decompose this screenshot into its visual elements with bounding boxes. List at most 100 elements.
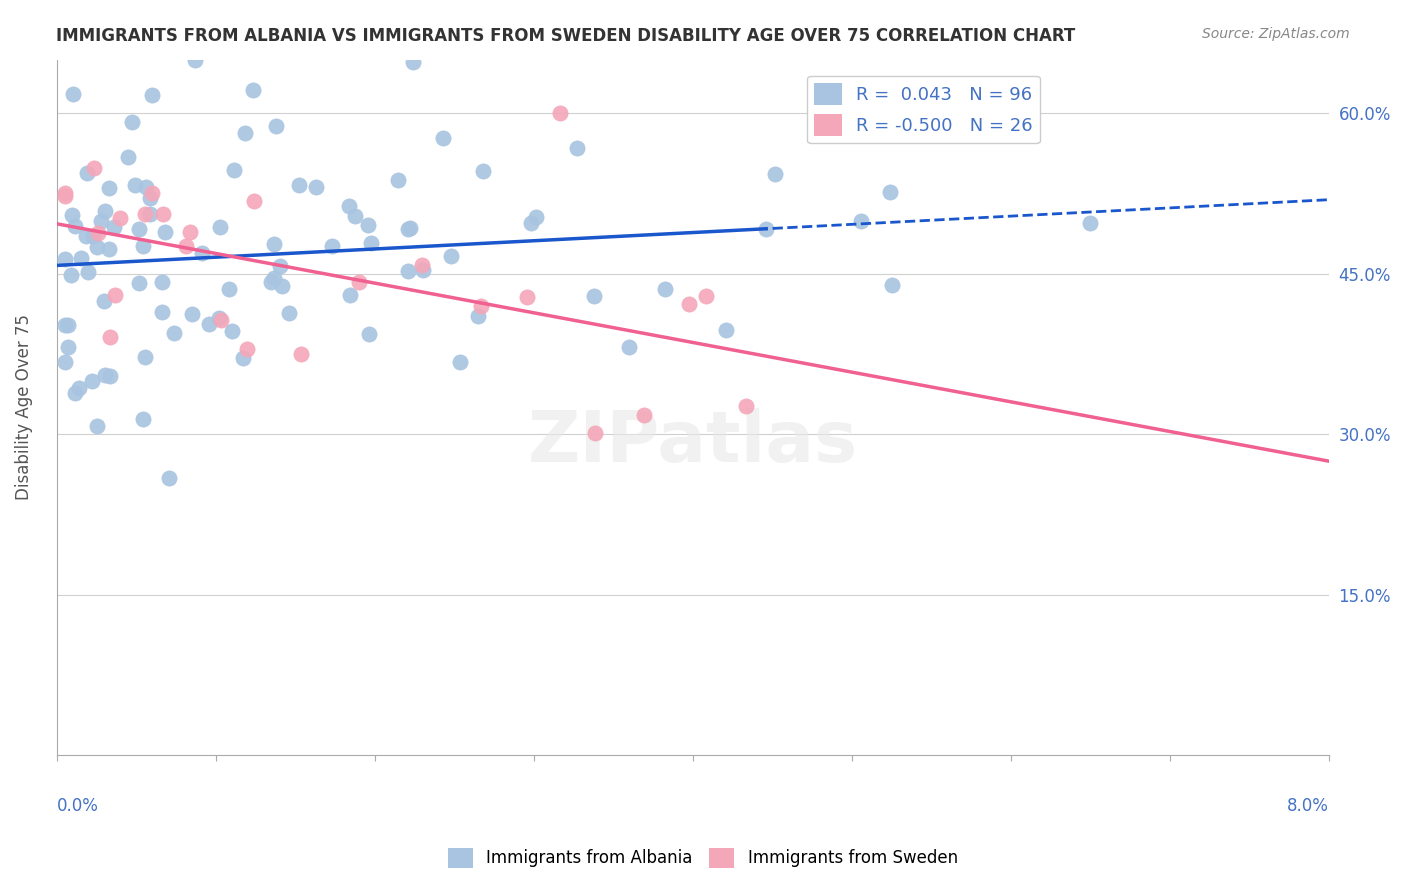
Point — [76, 265, 98, 279]
Point — [53, 189, 76, 203]
Point — [387, 173, 409, 187]
Point — [86, 418, 108, 433]
Point — [67, 381, 90, 395]
Point — [134, 350, 156, 364]
Point — [163, 326, 186, 340]
Point — [222, 163, 245, 178]
Point — [678, 297, 700, 311]
Text: ZIPatlas: ZIPatlas — [527, 408, 858, 476]
Point — [60, 208, 83, 222]
Point — [86, 240, 108, 254]
Point — [75, 228, 97, 243]
Point — [56, 318, 79, 332]
Point — [132, 239, 155, 253]
Point — [82, 374, 104, 388]
Point — [62, 87, 84, 102]
Point — [412, 263, 434, 277]
Point — [83, 161, 105, 176]
Point — [63, 386, 86, 401]
Point — [141, 186, 163, 201]
Point — [218, 282, 240, 296]
Point — [208, 220, 231, 235]
Point — [321, 239, 343, 253]
Point — [70, 251, 93, 265]
Point — [565, 141, 588, 155]
Point — [152, 305, 174, 319]
Point — [763, 167, 786, 181]
Point — [128, 222, 150, 236]
Point — [90, 213, 112, 227]
Point — [98, 369, 121, 384]
Point — [260, 275, 283, 289]
Point — [583, 426, 606, 441]
Point — [470, 299, 492, 313]
Point — [56, 340, 79, 354]
Point — [879, 185, 901, 199]
Point — [108, 211, 131, 226]
Point — [755, 222, 778, 236]
Point — [53, 318, 76, 332]
Point — [94, 368, 117, 383]
Point — [82, 228, 104, 243]
Point — [104, 288, 127, 302]
Point — [157, 471, 180, 485]
Point — [208, 310, 231, 325]
Point — [714, 323, 737, 337]
Point — [94, 204, 117, 219]
Point — [242, 83, 264, 97]
Point — [209, 313, 232, 327]
Point — [53, 355, 76, 369]
Legend: R =  0.043   N = 96, R = -0.500   N = 26: R = 0.043 N = 96, R = -0.500 N = 26 — [807, 76, 1040, 143]
Point — [53, 252, 76, 266]
Point — [411, 258, 433, 272]
Point — [128, 276, 150, 290]
Point — [180, 307, 202, 321]
Point — [548, 106, 571, 120]
Point — [264, 119, 287, 133]
Point — [278, 306, 301, 320]
Point — [882, 278, 904, 293]
Point — [849, 213, 872, 227]
Point — [124, 178, 146, 192]
Point — [53, 186, 76, 201]
Point — [290, 347, 312, 361]
Point — [59, 268, 82, 282]
Point — [582, 288, 605, 302]
Point — [619, 339, 641, 353]
Point — [236, 342, 259, 356]
Point — [63, 219, 86, 233]
Point — [198, 317, 221, 331]
Point — [271, 278, 294, 293]
Point — [357, 327, 380, 342]
Point — [305, 180, 328, 194]
Point — [633, 409, 655, 423]
Point — [735, 399, 758, 413]
Point — [98, 329, 121, 343]
Point — [269, 259, 291, 273]
Point — [398, 220, 420, 235]
Point — [396, 264, 419, 278]
Point — [1080, 216, 1102, 230]
Point — [398, 221, 420, 235]
Point — [471, 163, 494, 178]
Text: Source: ZipAtlas.com: Source: ZipAtlas.com — [1202, 27, 1350, 41]
Point — [337, 199, 360, 213]
Point — [695, 289, 717, 303]
Point — [97, 242, 120, 256]
Point — [440, 249, 463, 263]
Point — [243, 194, 266, 209]
Point — [98, 181, 121, 195]
Y-axis label: Disability Age Over 75: Disability Age Over 75 — [15, 315, 32, 500]
Point — [467, 309, 489, 323]
Point — [401, 55, 423, 70]
Point — [139, 207, 162, 221]
Point — [233, 126, 256, 140]
Point — [87, 226, 110, 240]
Point — [654, 282, 676, 296]
Point — [174, 239, 197, 253]
Point — [117, 150, 139, 164]
Point — [134, 207, 156, 221]
Point — [155, 225, 177, 239]
Point — [287, 178, 309, 192]
Point — [141, 87, 163, 102]
